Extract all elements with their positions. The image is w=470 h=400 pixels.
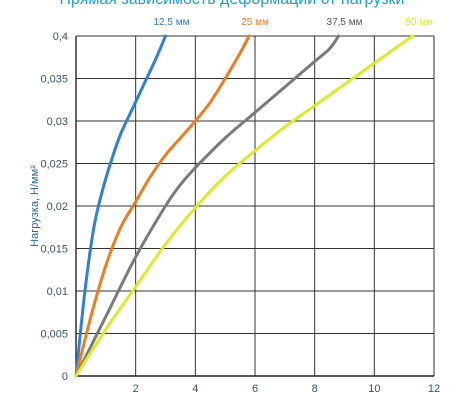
y-tick-label: 0,02	[47, 201, 68, 213]
y-tick-label: 0,4	[53, 31, 68, 43]
series-line-3	[74, 34, 341, 378]
x-tick-label: 12	[428, 383, 440, 395]
y-tick-label: 0,025	[40, 159, 68, 171]
series-labels: 12,5 мм 25 мм 37,5 мм 50 мм	[154, 17, 434, 28]
series-line-2	[74, 34, 251, 378]
series-group	[74, 34, 415, 378]
x-tick-label: 6	[252, 383, 258, 395]
y-axis-label: Нагрузка, Н/мм²	[29, 165, 41, 247]
x-tick-label: 2	[133, 383, 139, 395]
x-ticks: 2 4 6 8 10 12	[133, 383, 441, 395]
y-tick-label: 0,01	[47, 286, 68, 298]
chart-title: Прямая зависимость деформации от нагрузк…	[60, 0, 405, 8]
y-tick-label: 0,015	[40, 244, 68, 256]
x-tick-label: 8	[312, 383, 318, 395]
grid	[76, 35, 435, 376]
series-line-1	[74, 34, 167, 378]
axes	[75, 36, 434, 377]
series-label: 37,5 мм	[327, 17, 363, 28]
y-ticks: 0 0,005 0,01 0,015 0,02 0,025 0,03 0,035 0,4	[40, 31, 68, 383]
x-tick-label: 4	[192, 383, 198, 395]
series-line-4	[74, 34, 415, 378]
y-tick-label: 0,005	[40, 329, 68, 341]
series-label: 50 мм	[405, 17, 433, 28]
y-tick-label: 0,03	[47, 116, 68, 128]
y-tick-label: 0,035	[40, 74, 68, 86]
x-tick-label: 10	[368, 383, 380, 395]
series-label: 25 мм	[241, 17, 269, 28]
y-tick-label: 0	[62, 371, 68, 383]
series-label: 12,5 мм	[154, 17, 190, 28]
